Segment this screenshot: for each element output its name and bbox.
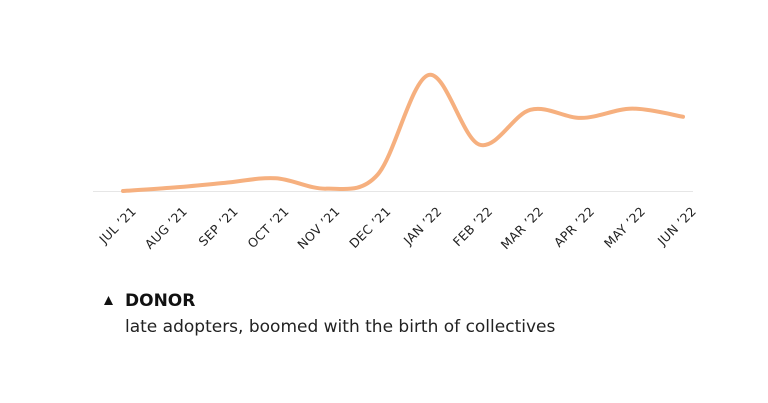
x-tick-label: SEP ’21 — [195, 204, 240, 249]
x-tick-label: MAY ’22 — [601, 204, 648, 251]
legend-marker — [104, 296, 113, 305]
x-tick-label: AUG ’21 — [142, 204, 190, 252]
x-tick-label: NOV ’21 — [294, 204, 342, 252]
x-tick-label: FEB ’22 — [450, 204, 496, 250]
x-tick-label: DEC ’21 — [346, 204, 394, 252]
x-tick-label: JUL ’21 — [95, 204, 139, 248]
x-tick-label: APR ’22 — [551, 204, 597, 250]
legend-label: DONOR — [125, 291, 195, 311]
annotation: late adopters, boomed with the birth of … — [125, 317, 555, 337]
x-tick-label: JAN ’22 — [400, 204, 445, 249]
line — [121, 72, 685, 193]
x-tick-label: OCT ’21 — [244, 204, 291, 251]
x-tick-label: JUN ’22 — [654, 204, 699, 249]
x-tick-label: MAR ’22 — [498, 204, 547, 253]
